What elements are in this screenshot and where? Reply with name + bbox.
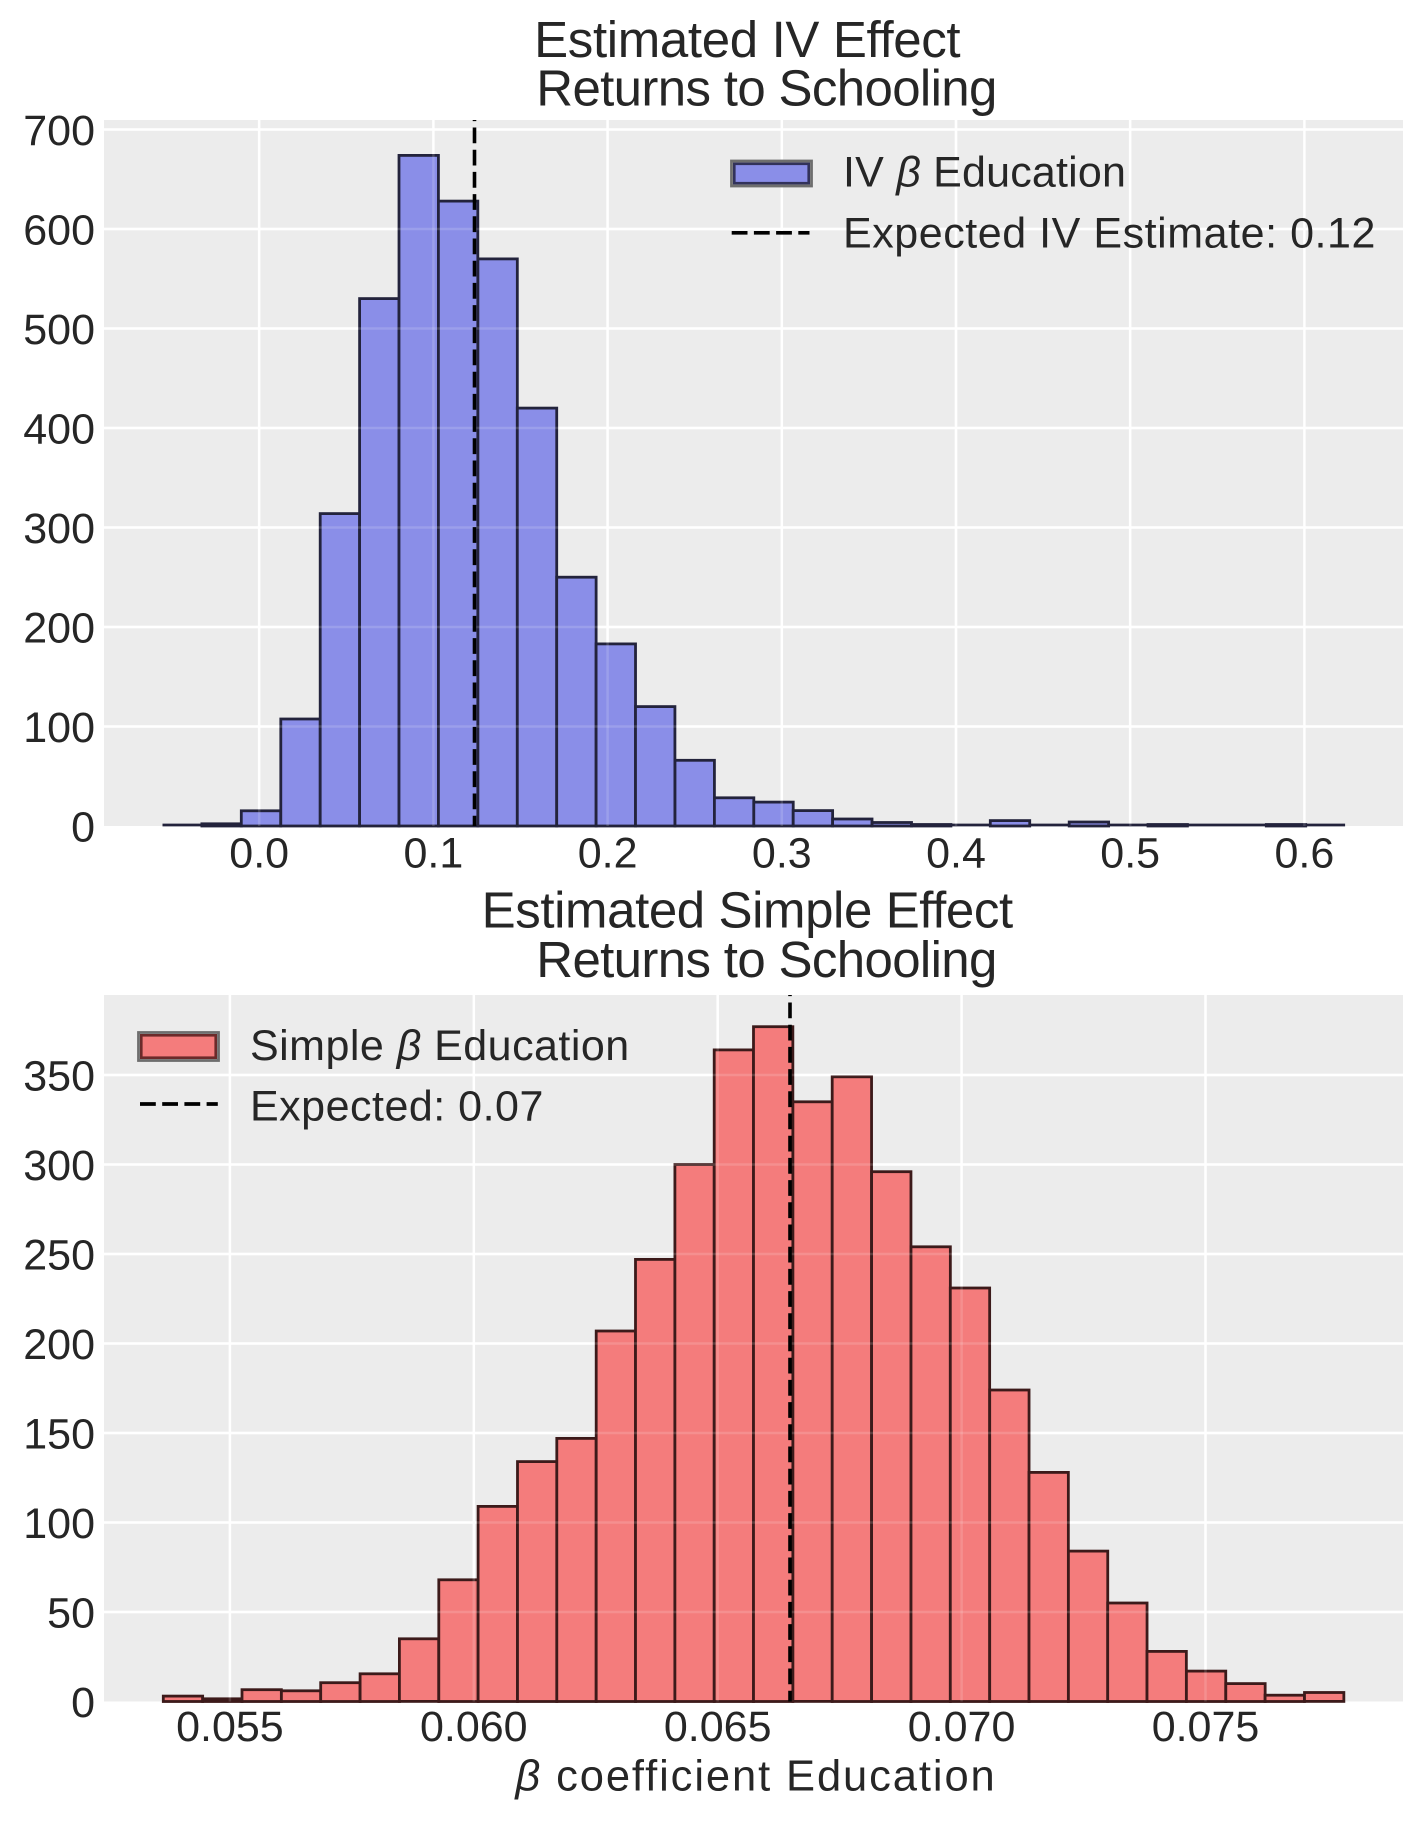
svg-text:350: 350	[23, 1052, 95, 1100]
svg-text:150: 150	[23, 1410, 95, 1458]
svg-text:0.075: 0.075	[1152, 1703, 1260, 1751]
svg-text:Returns to Schooling: Returns to Schooling	[536, 59, 996, 116]
svg-text:0.4: 0.4	[926, 830, 986, 878]
svg-text:200: 200	[23, 604, 95, 652]
svg-text:0.2: 0.2	[578, 830, 638, 878]
svg-text:0: 0	[71, 1679, 95, 1727]
svg-text:IV β Education: IV β Education	[843, 149, 1126, 197]
svg-text:Simple β Education: Simple β Education	[250, 1022, 630, 1070]
svg-text:0.3: 0.3	[752, 830, 812, 878]
svg-text:100: 100	[23, 1500, 95, 1548]
svg-text:Expected: 0.07: Expected: 0.07	[250, 1083, 544, 1131]
svg-text:0: 0	[71, 803, 95, 851]
svg-text:200: 200	[23, 1321, 95, 1369]
svg-text:0.5: 0.5	[1100, 830, 1160, 878]
svg-text:500: 500	[23, 306, 95, 354]
svg-text:0.065: 0.065	[664, 1703, 772, 1751]
svg-text:0.0: 0.0	[229, 830, 289, 878]
svg-text:0.070: 0.070	[908, 1703, 1016, 1751]
svg-text:0.055: 0.055	[176, 1703, 284, 1751]
svg-text:600: 600	[23, 206, 95, 254]
svg-text:250: 250	[23, 1231, 95, 1279]
svg-text:Expected IV Estimate: 0.12: Expected IV Estimate: 0.12	[843, 209, 1376, 257]
svg-text:50: 50	[47, 1589, 95, 1637]
svg-text:700: 700	[23, 107, 95, 155]
svg-text:0.060: 0.060	[420, 1703, 528, 1751]
svg-text:100: 100	[23, 704, 95, 752]
svg-text:300: 300	[23, 505, 95, 553]
svg-text:Estimated IV Effect: Estimated IV Effect	[534, 11, 960, 68]
svg-text:300: 300	[23, 1142, 95, 1190]
svg-text:400: 400	[23, 405, 95, 453]
svg-text:Returns to Schooling: Returns to Schooling	[536, 931, 996, 988]
svg-text:0.1: 0.1	[404, 830, 464, 878]
svg-text:β coefficient Education: β coefficient Education	[513, 1753, 996, 1801]
svg-text:Estimated Simple Effect: Estimated Simple Effect	[482, 882, 1013, 939]
svg-text:0.6: 0.6	[1275, 830, 1335, 878]
